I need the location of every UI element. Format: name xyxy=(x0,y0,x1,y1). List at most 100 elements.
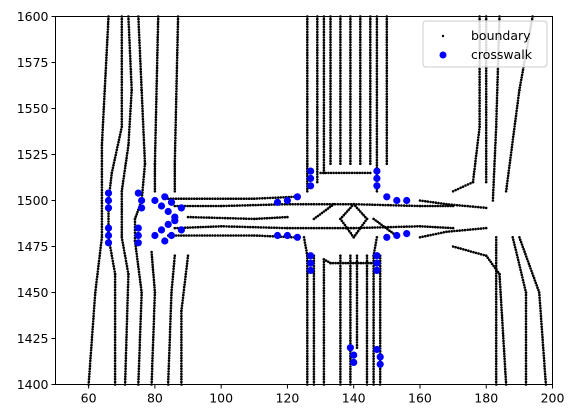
boundary-point xyxy=(130,86,133,89)
boundary-point xyxy=(348,229,351,233)
boundary-point xyxy=(204,204,207,208)
boundary-point xyxy=(385,22,389,26)
boundary-point xyxy=(137,362,141,365)
boundary-point xyxy=(153,187,157,191)
boundary-point xyxy=(466,204,470,208)
crosswalk-point xyxy=(346,344,354,352)
boundary-point xyxy=(524,288,527,292)
boundary-point xyxy=(124,354,128,357)
boundary-point xyxy=(207,204,210,208)
boundary-point xyxy=(359,28,362,31)
boundary-point xyxy=(304,226,308,230)
boundary-point xyxy=(177,197,180,200)
boundary-point xyxy=(174,131,177,134)
boundary-point xyxy=(322,302,326,306)
boundary-point xyxy=(339,360,342,363)
boundary-point xyxy=(385,152,389,155)
legend-boundary-marker xyxy=(441,34,445,38)
boundary-point xyxy=(375,116,379,120)
boundary-point xyxy=(126,280,130,284)
boundary-point xyxy=(196,204,200,208)
boundary-point xyxy=(113,296,117,300)
boundary-point xyxy=(120,218,124,221)
boundary-point xyxy=(142,138,146,142)
boundary-point xyxy=(129,112,132,116)
boundary-point xyxy=(128,38,131,42)
boundary-point xyxy=(137,33,141,37)
boundary-point xyxy=(494,285,498,288)
boundary-point xyxy=(176,51,179,54)
boundary-point xyxy=(325,226,329,230)
boundary-point xyxy=(339,272,342,276)
boundary-point xyxy=(365,267,369,270)
boundary-point xyxy=(102,113,105,116)
boundary-point xyxy=(123,254,127,257)
boundary-point xyxy=(316,20,319,24)
boundary-point xyxy=(120,80,124,84)
boundary-point xyxy=(306,367,309,371)
boundary-point xyxy=(322,103,326,107)
boundary-point xyxy=(416,204,419,208)
boundary-point xyxy=(155,97,158,101)
boundary-point xyxy=(363,203,366,206)
boundary-point xyxy=(316,48,319,52)
boundary-point xyxy=(365,318,369,322)
boundary-point xyxy=(124,351,128,355)
boundary-point xyxy=(343,223,347,227)
boundary-point xyxy=(174,234,178,237)
boundary-point xyxy=(121,184,124,188)
boundary-point xyxy=(418,199,422,202)
boundary-point xyxy=(339,159,342,163)
boundary-point xyxy=(310,202,313,206)
boundary-point xyxy=(355,304,359,307)
boundary-point xyxy=(124,161,128,165)
boundary-point xyxy=(369,22,372,26)
boundary-point xyxy=(524,346,528,350)
boundary-point xyxy=(306,64,309,67)
boundary-point xyxy=(138,41,141,45)
boundary-point xyxy=(372,318,375,322)
boundary-point xyxy=(153,299,156,302)
boundary-point xyxy=(498,17,501,21)
boundary-point xyxy=(103,84,107,88)
boundary-point xyxy=(385,90,389,93)
boundary-point xyxy=(185,197,188,200)
boundary-point xyxy=(369,113,372,116)
boundary-point xyxy=(139,73,143,76)
boundary-point xyxy=(494,256,498,260)
boundary-point xyxy=(156,43,159,47)
boundary-point xyxy=(180,338,183,342)
boundary-point xyxy=(339,69,342,72)
boundary-point xyxy=(339,202,342,206)
boundary-point xyxy=(349,139,352,142)
boundary-point xyxy=(322,67,326,70)
boundary-point xyxy=(494,287,498,291)
boundary-point xyxy=(120,65,124,68)
boundary-point xyxy=(434,225,437,229)
boundary-point xyxy=(537,291,541,294)
boundary-point xyxy=(375,17,379,21)
boundary-point xyxy=(375,132,379,136)
boundary-point xyxy=(508,164,511,167)
boundary-point xyxy=(359,25,362,29)
y-tick-label: 1525 xyxy=(17,147,49,162)
boundary-point xyxy=(506,179,509,183)
boundary-point xyxy=(130,91,133,94)
boundary-point xyxy=(478,86,481,89)
boundary-point xyxy=(312,372,316,376)
boundary-point xyxy=(322,328,326,332)
boundary-point xyxy=(156,33,160,36)
boundary-point xyxy=(278,216,282,219)
boundary-point xyxy=(494,347,498,350)
boundary-point xyxy=(397,204,401,207)
boundary-point xyxy=(129,57,132,60)
boundary-point xyxy=(521,278,525,282)
boundary-point xyxy=(498,275,501,279)
boundary-point xyxy=(385,84,389,88)
boundary-point xyxy=(492,170,496,173)
boundary-point xyxy=(514,114,518,118)
boundary-point xyxy=(514,248,518,252)
boundary-point xyxy=(316,154,319,158)
boundary-point xyxy=(180,317,183,321)
boundary-point xyxy=(339,33,342,36)
